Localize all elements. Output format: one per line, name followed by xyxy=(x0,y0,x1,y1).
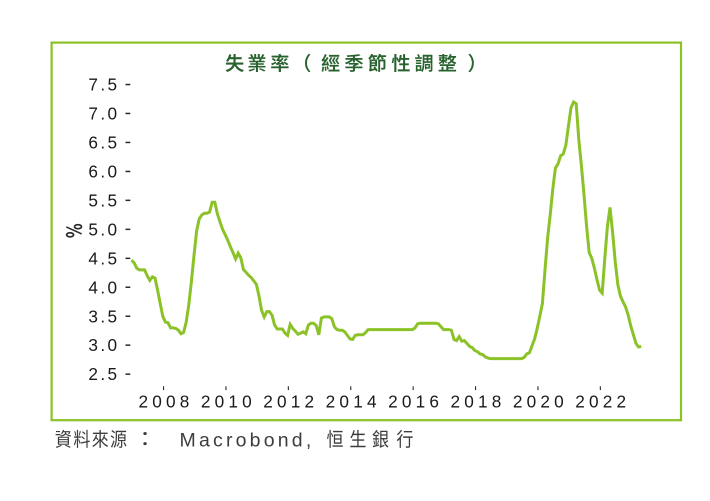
svg-text:7.5: 7.5 xyxy=(88,75,119,95)
svg-text:5.5: 5.5 xyxy=(88,190,119,210)
svg-text:2022: 2022 xyxy=(575,391,630,411)
svg-text:2012: 2012 xyxy=(263,391,318,411)
svg-text:3.0: 3.0 xyxy=(88,335,119,355)
svg-text:4.0: 4.0 xyxy=(88,277,119,297)
svg-text:6.5: 6.5 xyxy=(88,133,119,153)
svg-text:2010: 2010 xyxy=(201,391,256,411)
svg-text:2.5: 2.5 xyxy=(88,364,119,384)
svg-text:2008: 2008 xyxy=(138,391,193,411)
svg-text:4.5: 4.5 xyxy=(88,248,119,268)
svg-text:2018: 2018 xyxy=(450,391,505,411)
svg-text:2014: 2014 xyxy=(326,391,381,411)
svg-text:Macrobond,: Macrobond, xyxy=(180,429,315,451)
svg-text:5.0: 5.0 xyxy=(88,219,119,239)
svg-text:6.0: 6.0 xyxy=(88,162,119,182)
svg-text:3.5: 3.5 xyxy=(88,306,119,326)
svg-text:7.0: 7.0 xyxy=(88,104,119,124)
svg-text:2016: 2016 xyxy=(388,391,443,411)
svg-text:2020: 2020 xyxy=(513,391,568,411)
